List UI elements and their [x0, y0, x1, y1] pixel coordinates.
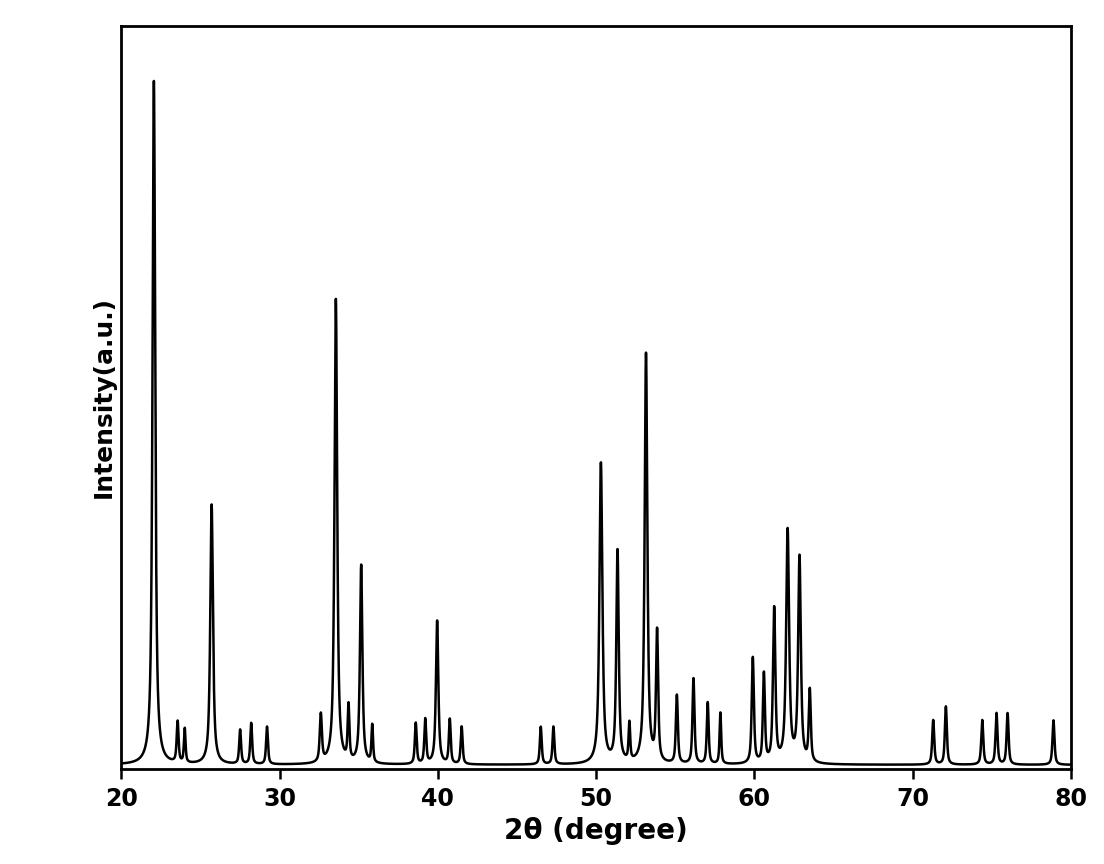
X-axis label: 2θ (degree): 2θ (degree) [505, 816, 688, 845]
Y-axis label: Intensity(a.u.): Intensity(a.u.) [92, 296, 116, 499]
